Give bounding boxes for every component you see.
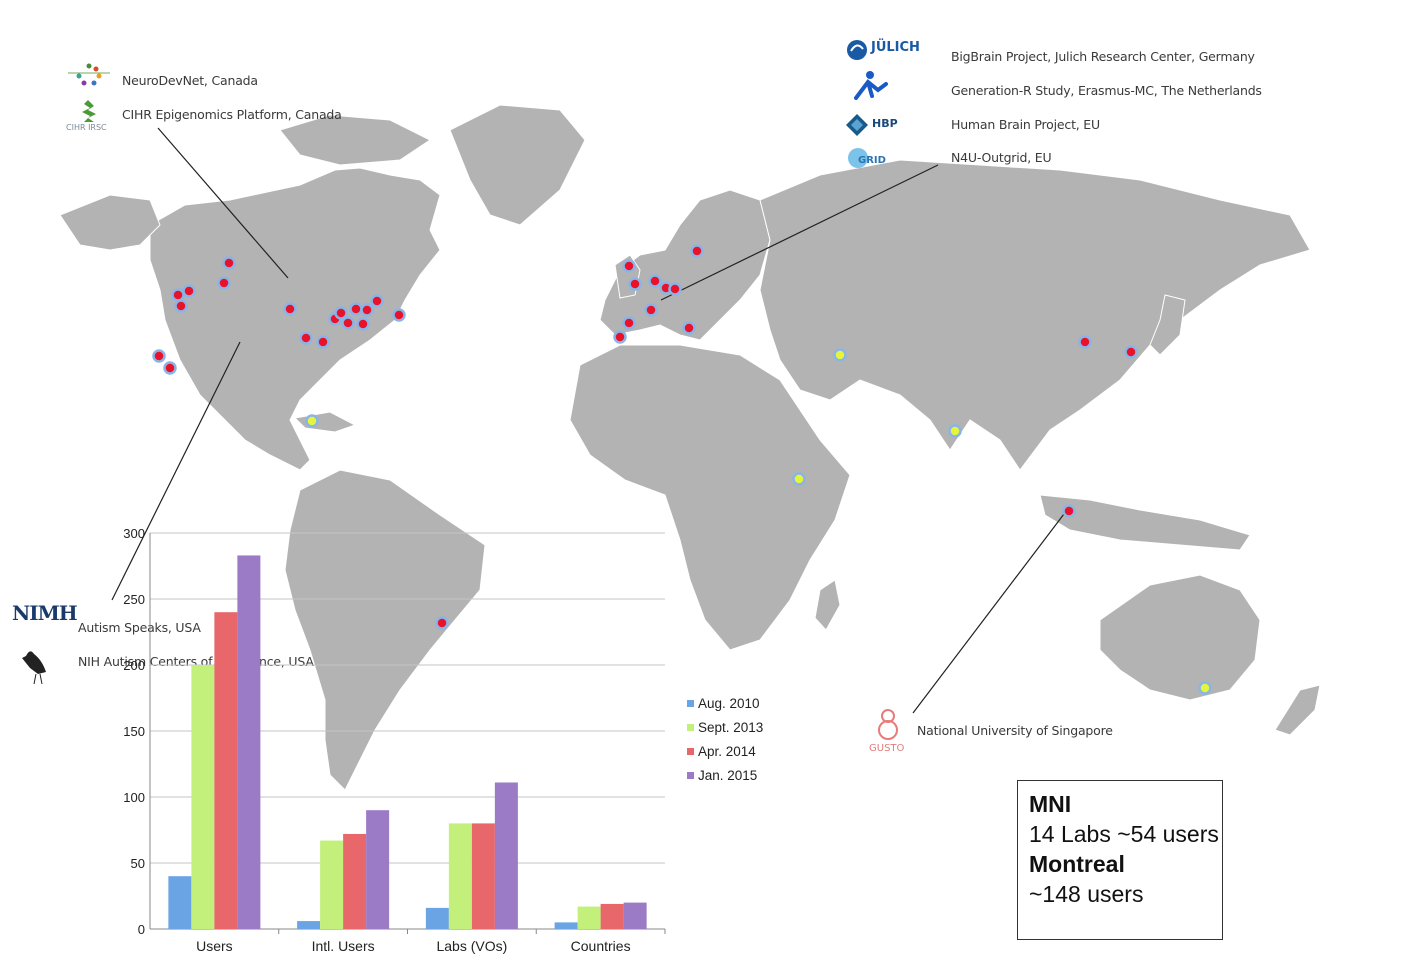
mni-summary-box: MNI 14 Labs ~54 users Montreal ~148 user… (1017, 780, 1223, 940)
site-marker-yellow (833, 348, 847, 362)
greenland (449, 104, 586, 226)
collab-label-nih-ace: NIH Autism Centers of Excellence, USA (78, 654, 314, 669)
site-marker-red (217, 276, 231, 290)
collab-label-outgrid: N4U-Outgrid, EU (951, 150, 1052, 165)
leader-canada (157, 127, 289, 279)
site-marker-red (171, 288, 185, 302)
julich-logo-text: JÜLICH (871, 40, 920, 55)
outgrid-logo (848, 148, 868, 168)
site-marker-red (370, 294, 384, 308)
legend-swatch (687, 700, 694, 707)
japan (1149, 294, 1186, 356)
ibis-logo (22, 651, 46, 685)
australia (1099, 574, 1261, 701)
collab-label-cihr: CIHR Epigenomics Platform, Canada (122, 107, 342, 122)
generation-r-logo (854, 71, 888, 100)
south-america (284, 469, 486, 791)
site-marker-red (668, 282, 682, 296)
legend-swatch (687, 724, 694, 731)
site-marker-red (283, 302, 297, 316)
asia (759, 159, 1311, 471)
neurodevnet-logo (68, 63, 110, 86)
site-marker-red (392, 308, 406, 322)
leader-europe (660, 164, 939, 301)
site-marker-red (222, 256, 236, 270)
legend-label: Apr. 2014 (698, 744, 756, 759)
site-marker-red (690, 244, 704, 258)
montreal-users: ~148 users (1029, 881, 1144, 907)
site-marker-red (299, 331, 313, 345)
legend-item: Sept. 2013 (687, 720, 763, 735)
collab-label-julich: BigBrain Project, Julich Research Center… (951, 49, 1255, 64)
site-marker-red (1062, 504, 1076, 518)
collab-label-nus: National University of Singapore (917, 723, 1113, 738)
gusto-logo-text: GUSTO (869, 743, 905, 754)
caribbean (293, 411, 357, 433)
site-marker-red (622, 316, 636, 330)
legend-swatch (687, 772, 694, 779)
legend-item: Apr. 2014 (687, 744, 756, 759)
site-marker-yellow (305, 414, 319, 428)
africa (569, 344, 851, 651)
site-marker-red (341, 316, 355, 330)
nimh-logo: NIMH (12, 601, 78, 625)
site-marker-red (682, 321, 696, 335)
gusto-logo (878, 709, 898, 740)
collab-label-generation-r: Generation-R Study, Erasmus-MC, The Neth… (951, 83, 1262, 98)
legend-label: Aug. 2010 (698, 696, 760, 711)
legend-item: Jan. 2015 (687, 768, 757, 783)
outgrid-logo-text: GRID (858, 155, 886, 166)
europe (599, 189, 771, 341)
madagascar (814, 579, 841, 631)
site-marker-red (644, 303, 658, 317)
site-marker-red (334, 306, 348, 320)
mni-labs-users: 14 Labs ~54 users (1029, 821, 1219, 847)
legend-label: Jan. 2015 (698, 768, 758, 783)
site-marker-red (174, 299, 188, 313)
leader-lines (111, 127, 1068, 714)
site-markers (152, 244, 1212, 695)
mni-title: MNI (1029, 791, 1072, 817)
site-marker-red (613, 330, 627, 344)
hbp-logo-text: HBP (872, 117, 898, 130)
cihr-logo (82, 100, 96, 122)
site-marker-red (163, 361, 177, 375)
montreal-title: Montreal (1029, 851, 1125, 877)
collab-label-neurodevnet: NeuroDevNet, Canada (122, 73, 258, 88)
legend-label: Sept. 2013 (698, 720, 764, 735)
site-marker-red (628, 277, 642, 291)
site-marker-yellow (1198, 681, 1212, 695)
site-marker-red (152, 349, 166, 363)
arctic-islands (279, 114, 431, 166)
map-land (59, 104, 1321, 791)
leader-singapore (912, 509, 1068, 714)
site-marker-red (648, 274, 662, 288)
cihr-logo-text: CIHR IRSC (66, 123, 107, 132)
site-marker-yellow (948, 424, 962, 438)
site-marker-red (622, 259, 636, 273)
site-marker-red (316, 335, 330, 349)
legend-swatch (687, 748, 694, 755)
site-marker-red (1124, 345, 1138, 359)
alaska (59, 194, 161, 251)
site-marker-red (349, 302, 363, 316)
north-america (149, 167, 441, 471)
site-marker-yellow (792, 472, 806, 486)
collab-label-hbp: Human Brain Project, EU (951, 117, 1100, 132)
collab-label-autism-speaks: Autism Speaks, USA (78, 620, 201, 635)
new-zealand (1274, 684, 1321, 736)
site-marker-red (1078, 335, 1092, 349)
site-marker-red (182, 284, 196, 298)
indonesia (1039, 494, 1251, 551)
site-marker-red (435, 616, 449, 630)
julich-logo (847, 40, 867, 60)
site-marker-red (356, 317, 370, 331)
site-marker-red (360, 303, 374, 317)
leader-usa (111, 341, 241, 601)
hbp-logo (846, 114, 868, 136)
legend-item: Aug. 2010 (687, 696, 760, 711)
